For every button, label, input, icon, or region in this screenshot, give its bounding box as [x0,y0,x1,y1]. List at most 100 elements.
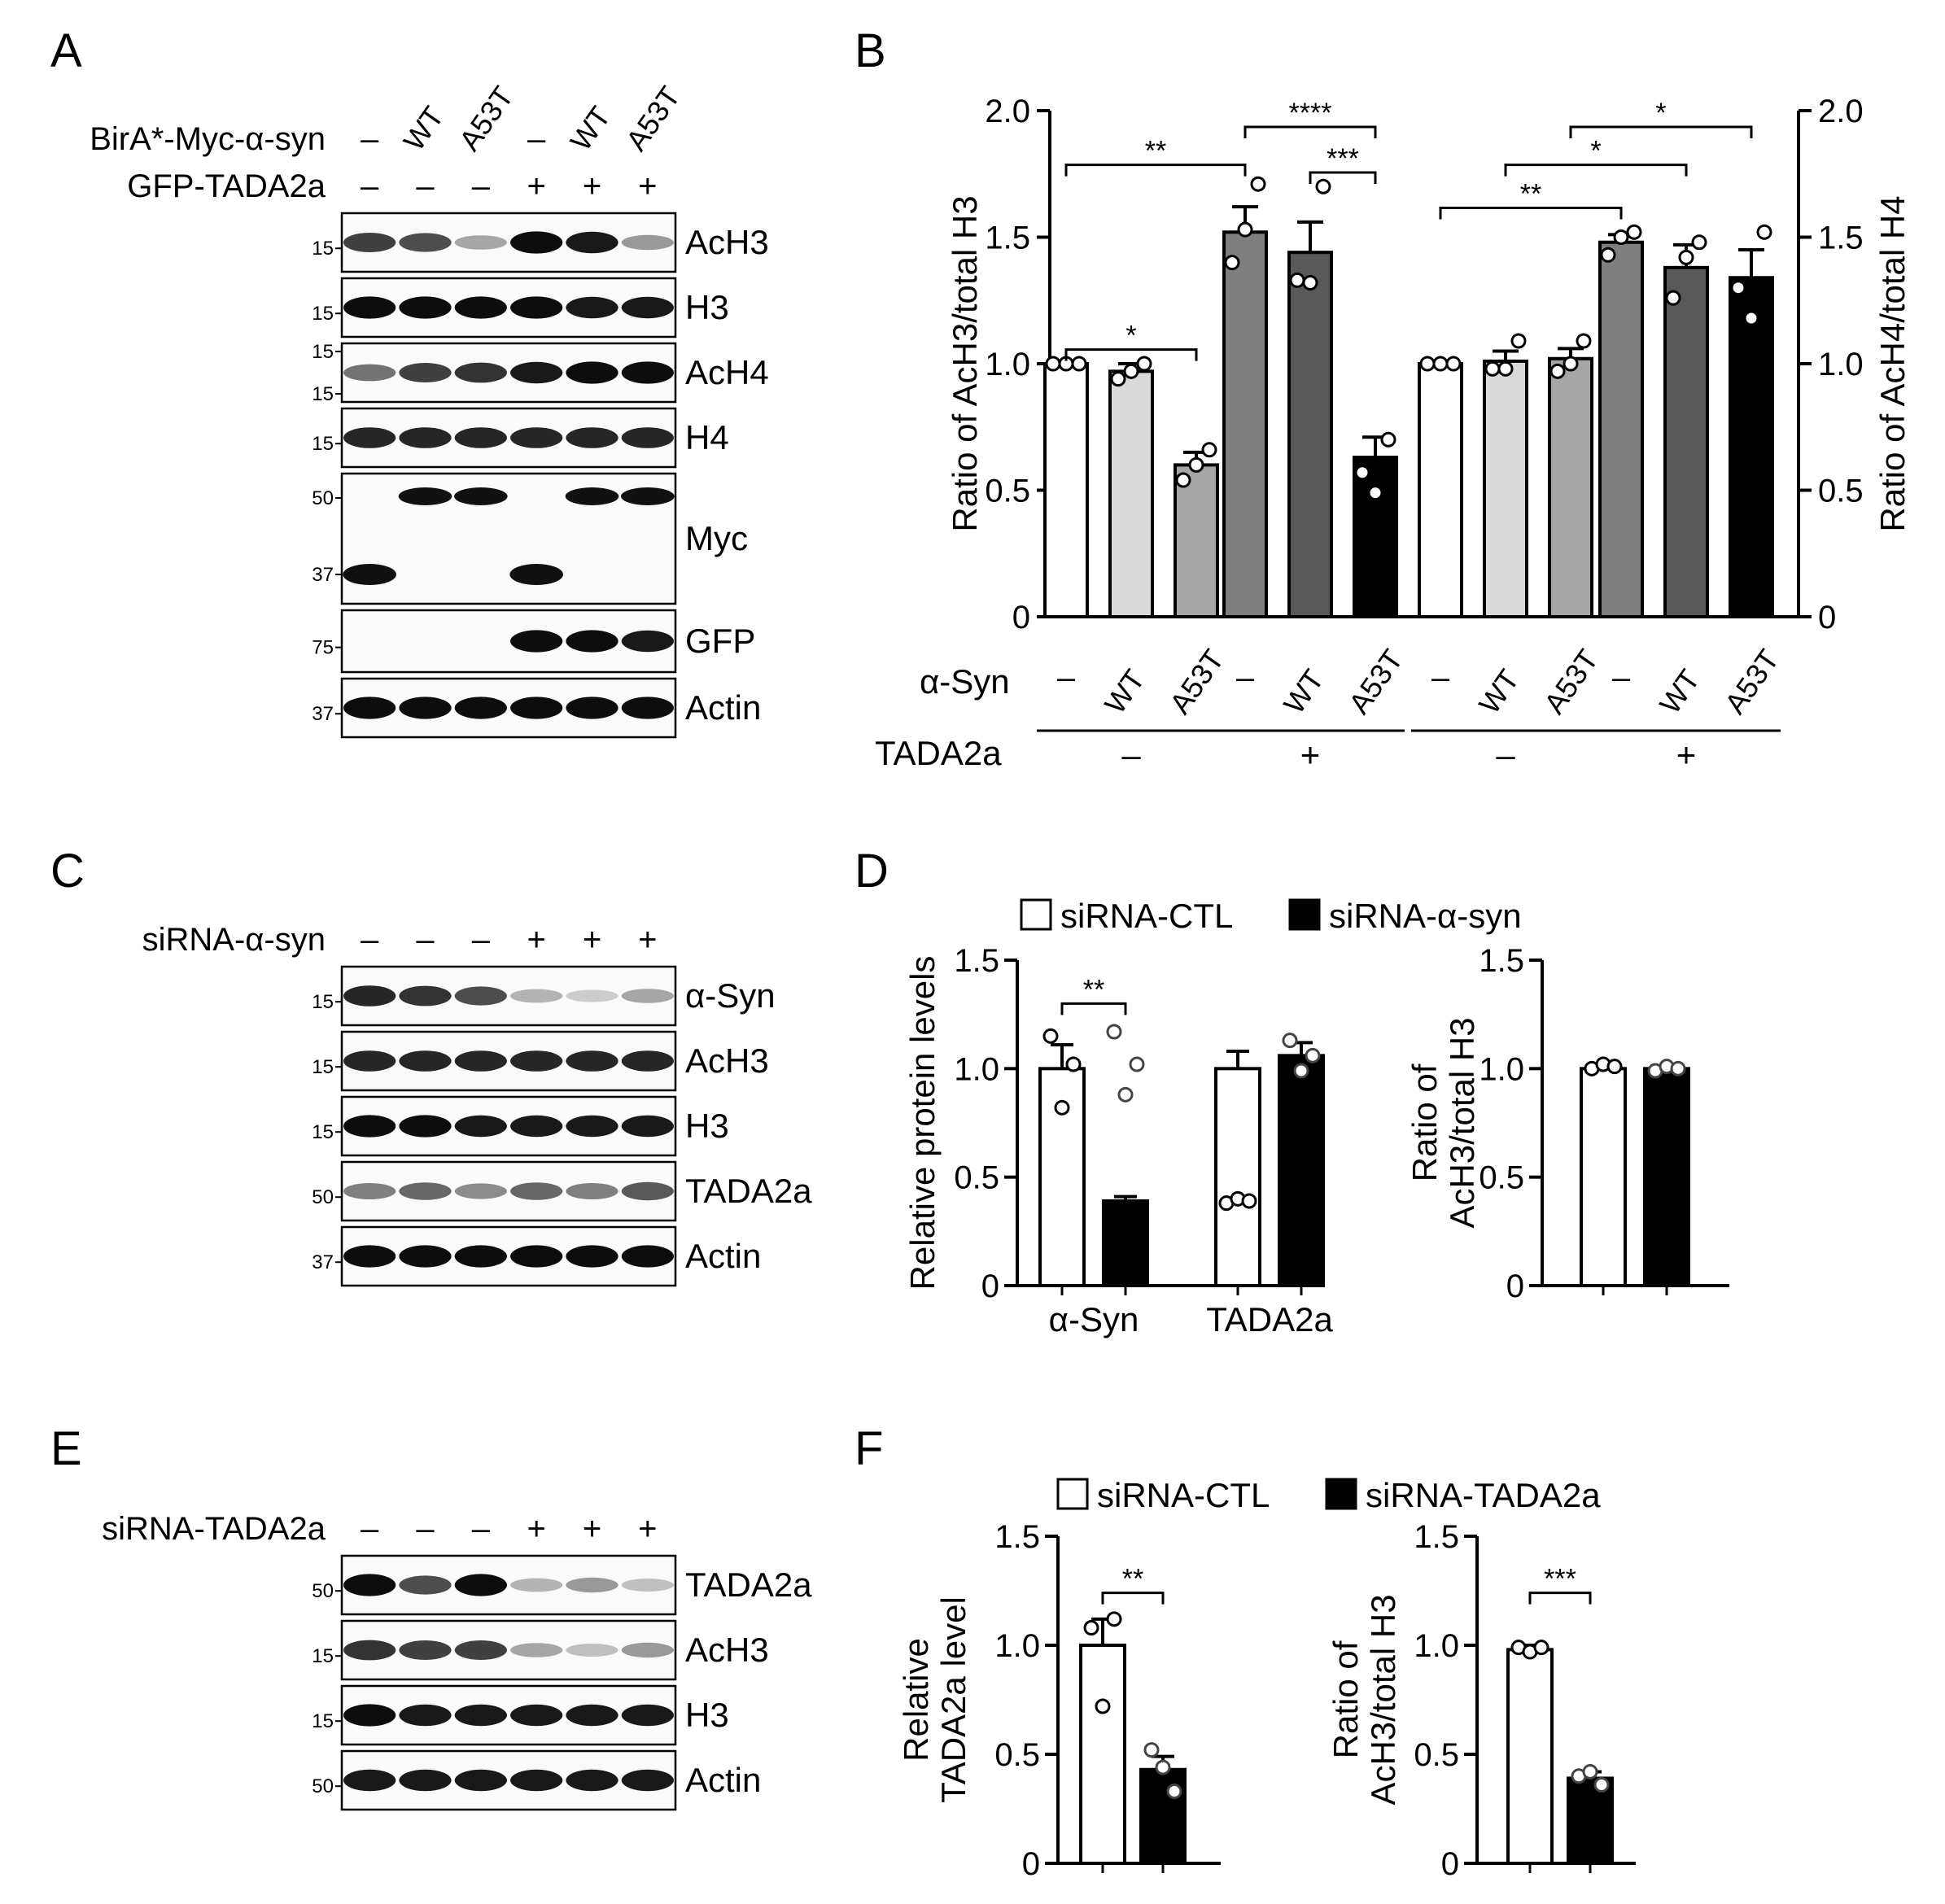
protein-band [621,1050,674,1072]
y-tick-label: 1.0 [994,1628,1040,1664]
protein-band [399,427,452,448]
significance-bracket [1243,125,1377,138]
legend-label: siRNA-CTL [1060,897,1233,935]
y-tick-label: 0.5 [994,1737,1040,1773]
bar [1483,359,1528,618]
mw-marker: 15 [312,303,334,325]
protein-band [454,296,507,319]
data-point [1678,249,1694,265]
data-point [1626,224,1642,240]
data-point [1166,1784,1182,1800]
bar [1174,463,1219,619]
protein-band [566,1050,618,1072]
protein-band [566,1644,618,1657]
lane-label: + [638,922,657,958]
band-label: TADA2a [685,1566,812,1604]
group-label: – [1121,736,1141,774]
mw-marker: 37 [312,1251,334,1273]
y-tick-label: 1.0 [1414,1628,1459,1664]
protein-band [510,1578,563,1592]
data-point [1315,178,1331,194]
y-tick-label-right: 2.0 [1818,94,1864,129]
protein-band [399,985,452,1007]
protein-band [399,1575,452,1595]
protein-band [566,1704,618,1727]
significance-bracket [1064,348,1198,361]
band-label: H4 [685,418,729,456]
protein-band [399,1050,452,1072]
lane-label: – [361,1511,379,1547]
legend-swatch [1056,1478,1089,1510]
protein-band [566,697,618,719]
protein-band [621,1181,674,1201]
legend-label: siRNA-TADA2a [1366,1476,1601,1514]
protein-band [399,363,452,382]
lane-label: – [416,922,435,958]
band-label: TADA2a [685,1172,812,1210]
y-tick-label: 1.5 [994,1519,1040,1555]
significance-bracket [1528,1592,1592,1605]
protein-band [454,1574,507,1596]
y-tick-label: 1.5 [1414,1519,1459,1555]
y-tick-label: 0 [981,1269,999,1304]
protein-band [343,427,396,448]
bar [1043,362,1089,618]
protein-band [510,630,563,653]
y-tick-label: 1.0 [954,1051,999,1087]
data-point [1445,356,1462,372]
lane-label: + [638,168,657,204]
category-label: – [1612,660,1631,696]
data-point [1549,363,1566,379]
mw-marker: 75 [312,637,334,659]
band-label: AcH3 [685,1631,769,1669]
y-tick-label: 1.0 [985,347,1030,382]
mw-marker: 50 [312,1186,334,1208]
data-point [1045,356,1061,372]
significance-bracket [1569,125,1753,138]
significance-bracket [1439,207,1623,220]
category-label: WT [1098,663,1152,719]
panel-letter-e: E [50,1422,82,1475]
data-point [1305,1047,1321,1063]
protein-band [510,296,563,319]
protein-band [621,296,674,319]
protein-band [621,1245,674,1268]
y-tick-label: 0.5 [1414,1737,1459,1773]
row-label: α-Syn [920,662,1010,701]
lane-label: – [361,121,379,157]
blot-box [340,1684,677,1746]
data-point [1065,1056,1082,1072]
band-label: Actin [685,1237,761,1275]
protein-band [510,989,563,1003]
row-label: BirA*-Myc-α-syn [90,121,326,157]
data-point [1054,1099,1070,1116]
data-point [1613,229,1629,245]
lane-label: – [527,121,546,157]
lane-label: + [527,168,545,204]
protein-band [454,1183,507,1199]
blot-box [340,1619,677,1681]
blot-box [340,472,677,605]
band-label: H3 [685,1696,729,1734]
protein-band [510,1704,563,1727]
bar [1353,456,1398,618]
data-point [1563,356,1579,372]
category-label: α-Syn [1049,1300,1139,1338]
bar [1506,1648,1554,1865]
data-point [1155,1759,1171,1775]
bar [1108,369,1154,618]
protein-band [454,1704,507,1727]
data-point [1083,1620,1099,1636]
y-tick-label: 1.5 [985,221,1030,256]
bar [1287,251,1333,618]
lane-label: + [583,922,601,958]
category-label: A53T [1163,644,1230,720]
lane-label: WT [396,100,450,156]
lane-label: + [638,1511,657,1547]
mw-marker: 15 [312,383,334,405]
data-point [1293,1063,1309,1079]
y-tick-label-right: 1.5 [1818,221,1864,256]
mw-marker: 15 [312,433,334,455]
data-point [1188,456,1204,473]
